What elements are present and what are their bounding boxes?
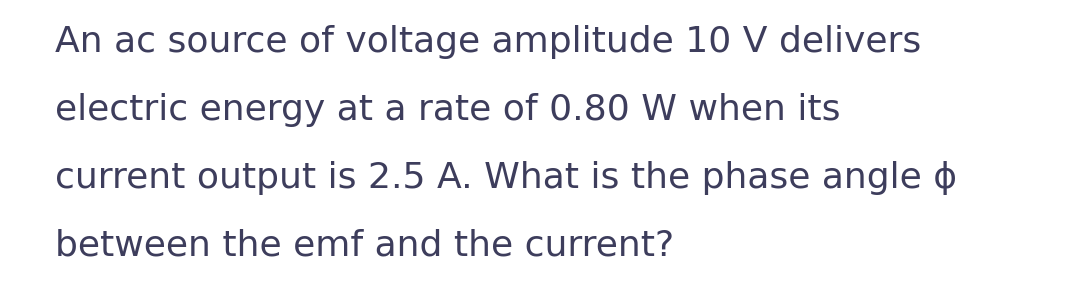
Text: between the emf and the current?: between the emf and the current? — [55, 229, 674, 263]
Text: electric energy at a rate of 0.80 W when its: electric energy at a rate of 0.80 W when… — [55, 93, 840, 127]
Text: current output is 2.5 A. What is the phase angle ϕ: current output is 2.5 A. What is the pha… — [55, 161, 957, 195]
Text: An ac source of voltage amplitude 10 V delivers: An ac source of voltage amplitude 10 V d… — [55, 25, 921, 59]
